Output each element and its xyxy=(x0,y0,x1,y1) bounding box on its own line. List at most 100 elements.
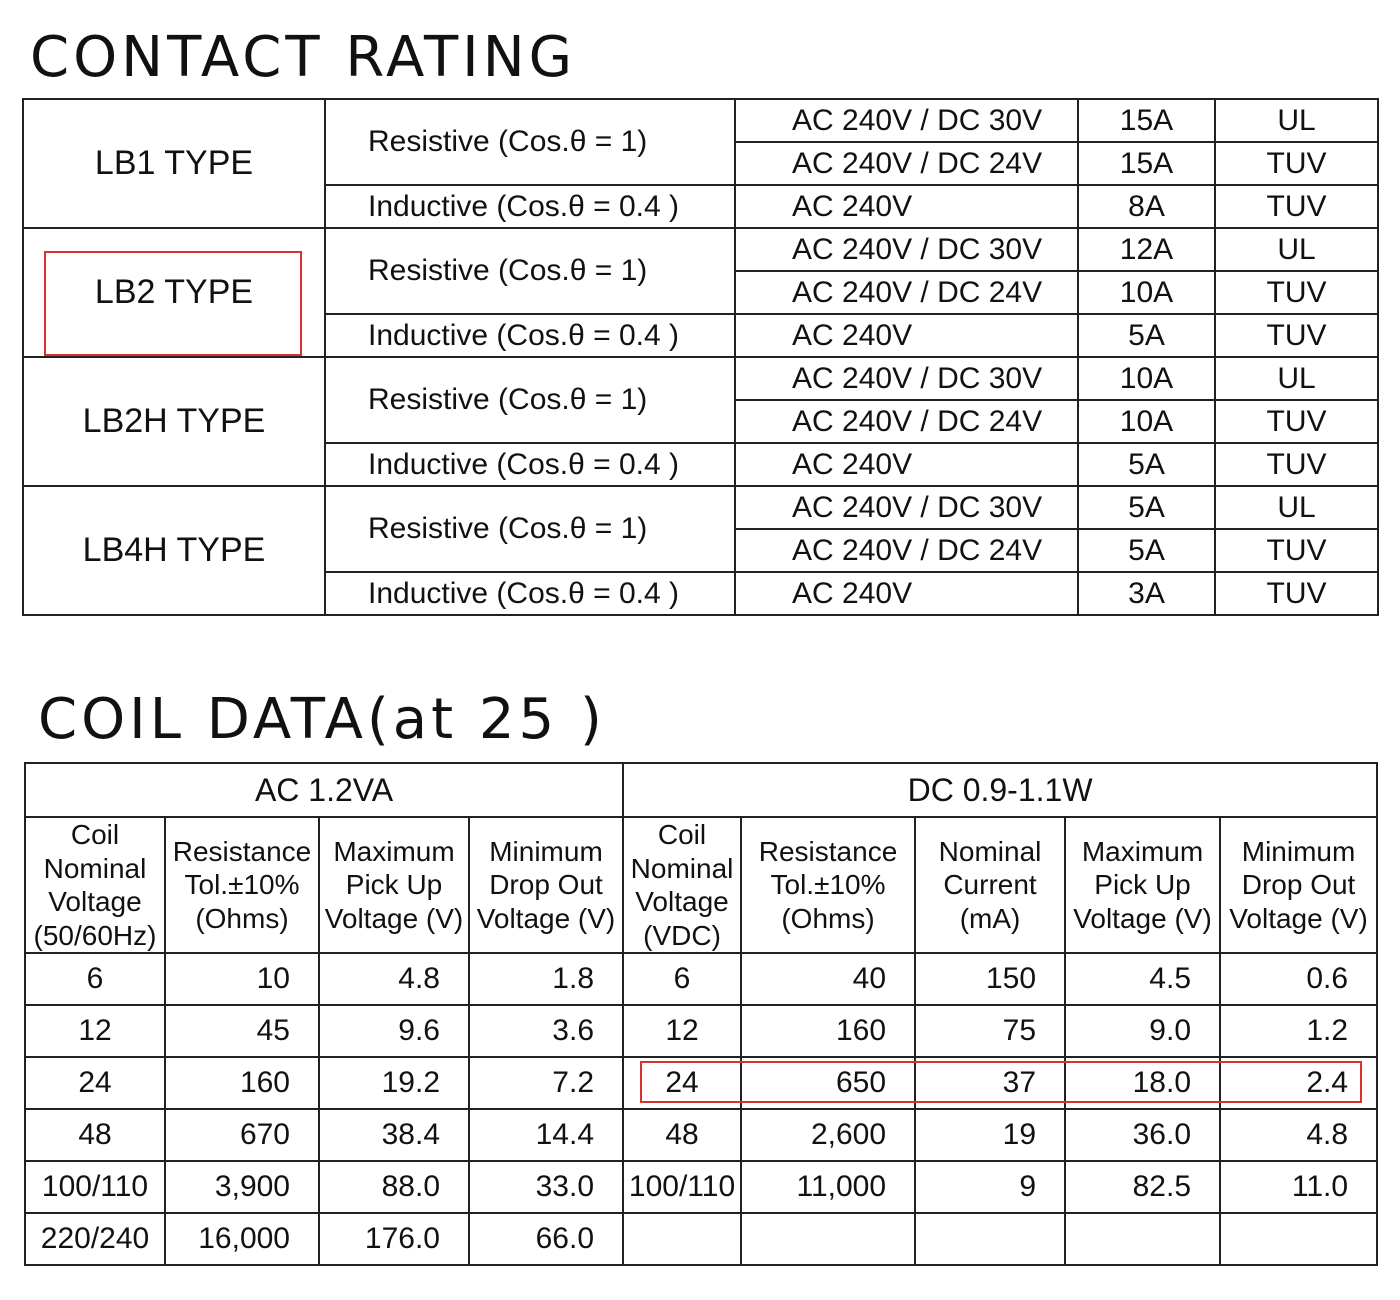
ac-column-header: Maximum Pick Up Voltage (V) xyxy=(318,815,470,955)
rated-current: 15A xyxy=(1077,98,1216,143)
certification: TUV xyxy=(1214,270,1379,315)
ac-coil-value: 48 xyxy=(24,1108,166,1163)
dc-coil-value: 9.0 xyxy=(1064,1004,1222,1059)
ac-column-header: Resistance Tol.±10% (Ohms) xyxy=(164,815,320,955)
ac-column-header-line: Voltage (V) xyxy=(476,902,616,934)
ac-coil-value: 88.0 xyxy=(318,1160,470,1215)
ac-column-header-line: Minimum xyxy=(489,835,603,867)
dc-column-header-line: Drop Out xyxy=(1241,869,1356,901)
ac-coil-value: 7.2 xyxy=(467,1056,625,1111)
contact-rating-title: CONTACT RATING xyxy=(30,25,576,90)
coil-data-title: COIL DATA(at 25 ) xyxy=(38,687,606,752)
dc-column-header-line: (mA) xyxy=(959,902,1021,934)
dc-coil-value xyxy=(1064,1212,1222,1267)
dc-coil-value: 48 xyxy=(622,1108,743,1163)
coil-data-row: 48 670 38.4 14.4 48 2,600 19 36.0 4.8 xyxy=(24,1108,1379,1163)
contact-row: LB4H TYPE Resistive (Cos.θ = 1) AC 240V / … xyxy=(22,485,1379,616)
contact-row: LB1 TYPE Resistive (Cos.θ = 1) AC 240V / D… xyxy=(22,98,1379,229)
rated-current: 5A xyxy=(1077,313,1216,358)
ac-coil-value: 66.0 xyxy=(467,1212,625,1267)
ac-column-header-line: Voltage xyxy=(48,886,142,918)
rated-voltage: AC 240V xyxy=(734,184,1079,229)
contact-row: Inductive (Cos.θ = 0.4 ) AC 240V 8A TUV xyxy=(23,184,1379,229)
dc-column-header: Coil Nominal Voltage (VDC) xyxy=(622,815,743,955)
dc-coil-value: 12 xyxy=(622,1004,743,1059)
dc-coil-value: 36.0 xyxy=(1064,1108,1222,1163)
coil-data-row: 220/240 16,000 176.0 66.0 xyxy=(24,1212,1379,1267)
ac-coil-value: 220/240 xyxy=(24,1212,166,1267)
dc-column-header-line: Minimum xyxy=(1241,835,1356,867)
dc-coil-value: 4.5 xyxy=(1064,952,1222,1007)
dc-coil-value: 37 xyxy=(914,1056,1067,1111)
dc-coil-value: 2.4 xyxy=(1219,1056,1379,1111)
contact-row: AC 240V / DC 24V 10A TUV xyxy=(23,399,1379,444)
dc-column-header-line: Resistance xyxy=(758,835,898,867)
ac-column-header-line: Pick Up xyxy=(345,869,443,901)
ac-coil-value: 176.0 xyxy=(318,1212,470,1267)
relay-type-label: LB1 TYPE xyxy=(22,98,326,229)
rated-voltage: AC 240V / DC 24V xyxy=(734,270,1079,315)
dc-column-header: Resistance Tol.±10% (Ohms) xyxy=(740,815,917,955)
certification: TUV xyxy=(1214,442,1379,487)
rated-voltage: AC 240V / DC 30V xyxy=(734,485,1079,530)
rated-voltage: AC 240V xyxy=(734,313,1079,358)
ac-column-header-line: Resistance xyxy=(172,835,312,867)
dc-coil-value: 18.0 xyxy=(1064,1056,1222,1111)
rated-current: 5A xyxy=(1077,442,1216,487)
ac-coil-value: 45 xyxy=(164,1004,320,1059)
ac-coil-value: 3.6 xyxy=(467,1004,625,1059)
ac-column-header-line: Maximum xyxy=(333,835,455,867)
ac-coil-value: 9.6 xyxy=(318,1004,470,1059)
certification: UL xyxy=(1214,227,1379,272)
load-type-resistive: Resistive (Cos.θ = 1) xyxy=(324,98,736,186)
ac-column-header: Coil Nominal Voltage (50/60Hz) xyxy=(24,815,166,955)
rated-voltage: AC 240V / DC 30V xyxy=(734,356,1079,401)
ac-coil-value: 38.4 xyxy=(318,1108,470,1163)
dc-column-header-line: Coil xyxy=(657,819,707,850)
dc-coil-value: 11,000 xyxy=(740,1160,917,1215)
dc-coil-value: 9 xyxy=(914,1160,1067,1215)
dc-coil-value: 150 xyxy=(914,952,1067,1007)
ac-column-header-line: (50/60Hz) xyxy=(33,919,157,951)
coil-power-header-row: AC 1.2VA DC 0.9-1.1W xyxy=(23,762,1379,818)
ac-coil-value: 19.2 xyxy=(318,1056,470,1111)
ac-coil-value: 10 xyxy=(164,952,320,1007)
rated-voltage: AC 240V / DC 24V xyxy=(734,141,1079,186)
rated-current: 8A xyxy=(1077,184,1216,229)
rated-current: 5A xyxy=(1077,528,1216,573)
dc-coil-value xyxy=(622,1212,743,1267)
load-type-resistive: Resistive (Cos.θ = 1) xyxy=(324,356,736,444)
contact-rating-table: LB1 TYPE Resistive (Cos.θ = 1) AC 240V / D… xyxy=(22,98,1379,616)
rated-voltage: AC 240V xyxy=(734,442,1079,487)
dc-coil-value: 100/110 xyxy=(622,1160,743,1215)
dc-column-header: Maximum Pick Up Voltage (V) xyxy=(1064,815,1222,955)
ac-coil-value: 33.0 xyxy=(467,1160,625,1215)
ac-coil-value: 14.4 xyxy=(467,1108,625,1163)
ac-coil-value: 100/110 xyxy=(24,1160,166,1215)
load-type-inductive: Inductive (Cos.θ = 0.4 ) xyxy=(324,184,736,229)
rated-voltage: AC 240V / DC 30V xyxy=(734,227,1079,272)
load-type-inductive: Inductive (Cos.θ = 0.4 ) xyxy=(324,571,736,616)
dc-column-header-line: Voltage (V) xyxy=(1229,902,1368,934)
dc-column-header-line: Pick Up xyxy=(1094,869,1191,901)
certification: TUV xyxy=(1214,184,1379,229)
dc-column-header-line: Nominal xyxy=(630,852,734,884)
load-type-inductive: Inductive (Cos.θ = 0.4 ) xyxy=(324,442,736,487)
coil-data-row: 12 45 9.6 3.6 12 160 75 9.0 1.2 xyxy=(24,1004,1379,1059)
coil-data-row: 24 160 19.2 7.2 24 650 37 18.0 2.4 xyxy=(24,1056,1379,1111)
ac-coil-value: 16,000 xyxy=(164,1212,320,1267)
dc-coil-value: 24 xyxy=(622,1056,743,1111)
dc-column-header: Nominal Current (mA) xyxy=(914,815,1067,955)
rated-current: 5A xyxy=(1077,485,1216,530)
dc-column-header-line: (VDC) xyxy=(643,919,721,951)
ac-column-header-line: Drop Out xyxy=(489,869,603,901)
ac-column-header: Minimum Drop Out Voltage (V) xyxy=(467,815,625,955)
contact-row: LB2H TYPE Resistive (Cos.θ = 1) AC 240V / … xyxy=(22,356,1379,487)
coil-data-row: 6 10 4.8 1.8 6 40 150 4.5 0.6 xyxy=(24,952,1379,1007)
rated-voltage: AC 240V / DC 24V xyxy=(734,399,1079,444)
relay-type-label: LB4H TYPE xyxy=(22,485,326,616)
rated-current: 12A xyxy=(1077,227,1216,272)
dc-coil-value: 19 xyxy=(914,1108,1067,1163)
dc-coil-value: 160 xyxy=(740,1004,917,1059)
contact-row: Inductive (Cos.θ = 0.4 ) AC 240V 5A TUV xyxy=(23,313,1379,358)
